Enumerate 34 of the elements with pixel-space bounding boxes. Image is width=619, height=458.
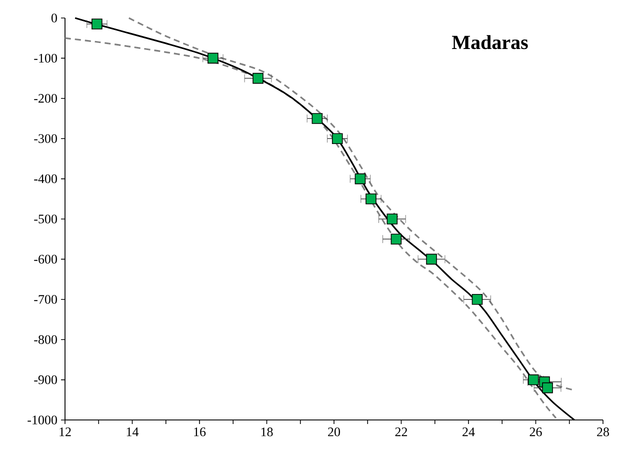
point: [386, 214, 398, 224]
x-tick-label: 12: [60, 428, 71, 436]
point: [252, 72, 264, 84]
y-tick-label: -700: [34, 295, 57, 304]
x-tick-label: 26: [530, 428, 542, 436]
x-tick-label: 22: [395, 428, 408, 436]
x-tick-label: 18: [261, 428, 273, 436]
point: [366, 193, 376, 204]
point: [92, 18, 102, 30]
y-tick-label: -100: [34, 54, 57, 63]
y-tick-label: -500: [34, 214, 57, 224]
point: [472, 294, 483, 305]
y-tick-label: -600: [34, 254, 57, 264]
x-tick-label: 28: [597, 428, 609, 436]
point: [426, 254, 437, 265]
y-tick-label: -1000: [28, 416, 57, 424]
point: [354, 173, 366, 184]
y-tick-label: -200: [34, 94, 57, 103]
y-tick-label: -300: [34, 134, 57, 143]
x-tick-label: 24: [462, 428, 475, 436]
point: [528, 374, 539, 386]
point: [390, 234, 402, 244]
x-tick-label: 20: [328, 428, 340, 436]
point: [208, 52, 218, 64]
y-tick-label: -400: [34, 174, 57, 184]
point: [312, 113, 323, 124]
point: [542, 382, 553, 394]
point: [332, 133, 343, 144]
text: Madaras: [452, 35, 528, 50]
x-tick-label: 16: [194, 428, 206, 436]
y-tick-label: 0: [51, 14, 57, 22]
y-tick-label: -800: [34, 335, 57, 344]
x-tick-label: 14: [126, 428, 139, 436]
y-tick-label: -900: [34, 375, 57, 384]
